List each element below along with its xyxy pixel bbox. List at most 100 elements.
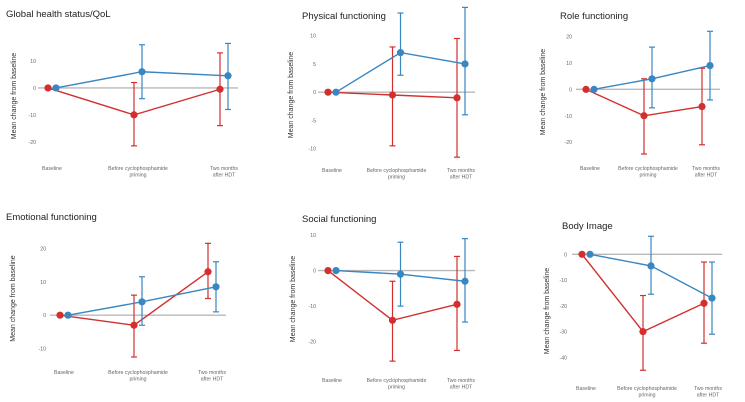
data-point (44, 84, 52, 92)
x-tick-label: Two months after HDT (447, 168, 475, 181)
y-tick-label: -5 (311, 118, 316, 124)
data-point (698, 102, 706, 111)
data-point (56, 311, 64, 319)
series-red (44, 52, 224, 147)
series-blue (332, 238, 469, 323)
x-tick-label: Two months after HDT (447, 378, 475, 391)
data-point (706, 62, 714, 70)
data-point (639, 328, 647, 336)
y-tick-label: 0 (564, 252, 567, 258)
data-point (586, 250, 594, 258)
panel-title: Emotional functioning (6, 212, 97, 223)
data-point (388, 316, 397, 324)
y-tick-label: -20 (565, 140, 573, 146)
panel-title: Global health status/QoL (6, 9, 111, 20)
y-tick-label: 10 (310, 34, 316, 40)
data-point (130, 111, 138, 119)
y-axis-label: Mean change from baseline (540, 49, 547, 135)
panel-title: Social functioning (302, 214, 376, 225)
y-tick-label: -20 (309, 340, 317, 346)
panel-title: Role functioning (560, 11, 628, 22)
x-tick-label: Before cyclophosphamide priming (618, 166, 678, 179)
data-point (204, 268, 212, 276)
data-point (332, 267, 340, 275)
y-tick-label: -10 (309, 304, 317, 310)
data-point (647, 262, 655, 270)
panel-title: Physical functioning (302, 11, 386, 22)
y-tick-label: 10 (30, 59, 36, 65)
panel-physical-functioning: Physical functioning Mean change from bas… (288, 6, 475, 181)
data-point (324, 88, 332, 96)
series-blue (586, 235, 716, 335)
y-tick-label: -10 (29, 113, 37, 119)
data-point (52, 84, 60, 92)
panel-role-functioning: Role functioning Mean change from baselin… (540, 11, 720, 179)
data-point (590, 85, 598, 93)
series-blue (52, 42, 232, 111)
y-tick-label: -30 (560, 330, 568, 336)
data-point (138, 68, 146, 76)
y-tick-label: -20 (560, 304, 568, 310)
series-red (324, 37, 461, 158)
y-tick-label: -10 (309, 147, 317, 153)
y-tick-label: 20 (566, 35, 572, 41)
series-blue (332, 6, 469, 116)
data-point (396, 270, 405, 278)
data-point (578, 250, 586, 258)
y-axis-label: Mean change from baseline (11, 53, 18, 139)
data-point (64, 311, 72, 319)
y-tick-label: 0 (313, 269, 316, 275)
y-axis-label: Mean change from baseline (544, 268, 551, 354)
y-tick-label: 10 (566, 61, 572, 67)
x-tick-label: Baseline (580, 166, 600, 172)
y-tick-label: 10 (310, 233, 316, 239)
x-tick-label: Baseline (322, 378, 342, 384)
data-point (640, 112, 648, 120)
x-tick-label: Two months after HDT (210, 166, 238, 179)
x-tick-label: Baseline (576, 386, 596, 392)
series-blue (590, 30, 714, 109)
series-blue (64, 261, 220, 326)
data-point (212, 283, 220, 291)
series-red (578, 250, 708, 371)
data-point (461, 277, 469, 285)
y-tick-label: 0 (569, 87, 572, 93)
series-red (582, 67, 706, 155)
data-point (224, 72, 232, 80)
x-tick-label: Baseline (322, 168, 342, 174)
y-tick-label: 0 (313, 90, 316, 96)
data-point (582, 85, 590, 93)
y-tick-label: -10 (565, 114, 573, 120)
series-red (56, 242, 212, 358)
y-tick-label: -20 (29, 140, 37, 146)
panel-body-image: Body Image Mean change from baseline 0 -10 -… (544, 221, 722, 399)
panel-title: Body Image (562, 221, 613, 232)
data-point (130, 321, 138, 329)
data-point (453, 300, 461, 308)
panel-social-functioning: Social functioning Mean change from basel… (290, 214, 475, 391)
x-tick-label: Before cyclophosphamide priming (108, 166, 168, 179)
y-tick-label: -10 (39, 347, 47, 353)
data-point (700, 299, 708, 307)
y-tick-label: 20 (40, 246, 46, 252)
y-tick-label: -10 (560, 278, 568, 284)
data-point (396, 49, 405, 57)
x-tick-label: Baseline (54, 370, 74, 376)
y-axis-label: Mean change from baseline (288, 52, 295, 138)
y-tick-label: 5 (313, 62, 316, 68)
y-tick-label: -40 (560, 355, 568, 361)
x-tick-label: Baseline (42, 166, 62, 172)
data-point (648, 75, 656, 83)
x-tick-label: Two months after HDT (692, 166, 720, 179)
x-tick-label: Two months after HDT (198, 370, 226, 383)
data-point (216, 85, 224, 93)
data-point (324, 267, 332, 275)
y-tick-label: 0 (33, 86, 36, 92)
x-tick-label: Before cyclophosphamide priming (108, 370, 168, 383)
data-point (138, 298, 146, 306)
x-tick-label: Two months after HDT (694, 386, 722, 399)
data-point (388, 91, 397, 99)
y-tick-label: 0 (43, 313, 46, 319)
data-point (708, 294, 716, 302)
